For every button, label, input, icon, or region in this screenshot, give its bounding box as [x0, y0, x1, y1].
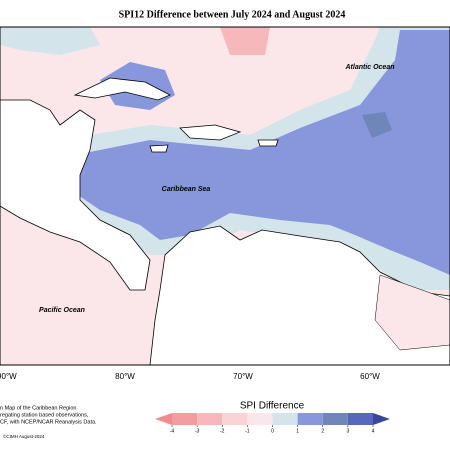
longitude-label: 90°W	[0, 372, 17, 381]
footnote: regating station based observations,	[0, 412, 89, 418]
shade	[75, 30, 450, 275]
longitude-label: 60°W	[360, 372, 380, 381]
colorbar-extend	[155, 413, 172, 425]
title: SPI12 Difference between July 2024 and A…	[119, 9, 346, 20]
map-frame	[0, 26, 450, 366]
legend-title: SPI Difference	[240, 401, 305, 412]
colorbar: -4 -3 -2 -1 0 1 2 3 4	[155, 413, 390, 434]
shade	[0, 27, 100, 55]
colorbar-tick-label: 1	[296, 428, 299, 434]
footnote: ©CIMH August-2024	[3, 433, 45, 439]
colorbar-segment	[247, 413, 273, 425]
colorbar-tick-label: -4	[170, 428, 175, 434]
footnote: CF, with NCEP/NCAR Reanalysis Data.	[0, 419, 97, 425]
cuba	[73, 77, 171, 101]
colorbar-segment	[272, 413, 298, 425]
colorbar-tick-label: 3	[346, 428, 349, 434]
colorbar-segment	[222, 413, 248, 425]
colorbar-segment	[322, 413, 348, 425]
colorbar-tick-label: -1	[245, 428, 250, 434]
colorbar-segment	[297, 413, 323, 425]
jamaica	[149, 144, 169, 153]
shade	[374, 274, 450, 351]
south-america	[149, 225, 450, 366]
colorbar-tick-label: 0	[271, 428, 274, 434]
colorbar-tick-label: -3	[195, 428, 200, 434]
colorbar-extend	[373, 413, 390, 425]
colorbar-tick-label: 4	[372, 428, 375, 434]
ocean-label: Pacific Ocean	[39, 307, 85, 314]
map: Atlantic Ocean Caribbean Sea Pacific Oce…	[0, 26, 450, 366]
central-america	[0, 99, 151, 291]
hispaniola	[179, 124, 242, 141]
longitude-label: 70°W	[233, 372, 253, 381]
shade	[220, 27, 270, 55]
colorbar-tick-label: 2	[321, 428, 324, 434]
puerto-rico	[257, 139, 279, 147]
colorbar-segment	[197, 413, 223, 425]
footnote: n Map of the Caribbean Region	[0, 405, 76, 411]
ocean-label: Atlantic Ocean	[344, 64, 394, 71]
sea-label: Caribbean Sea	[162, 186, 211, 193]
longitude-label: 80°W	[115, 372, 135, 381]
colorbar-segment	[347, 413, 373, 425]
colorbar-segment	[172, 413, 198, 425]
shade	[362, 112, 392, 138]
colorbar-tick-label: -2	[220, 428, 225, 434]
